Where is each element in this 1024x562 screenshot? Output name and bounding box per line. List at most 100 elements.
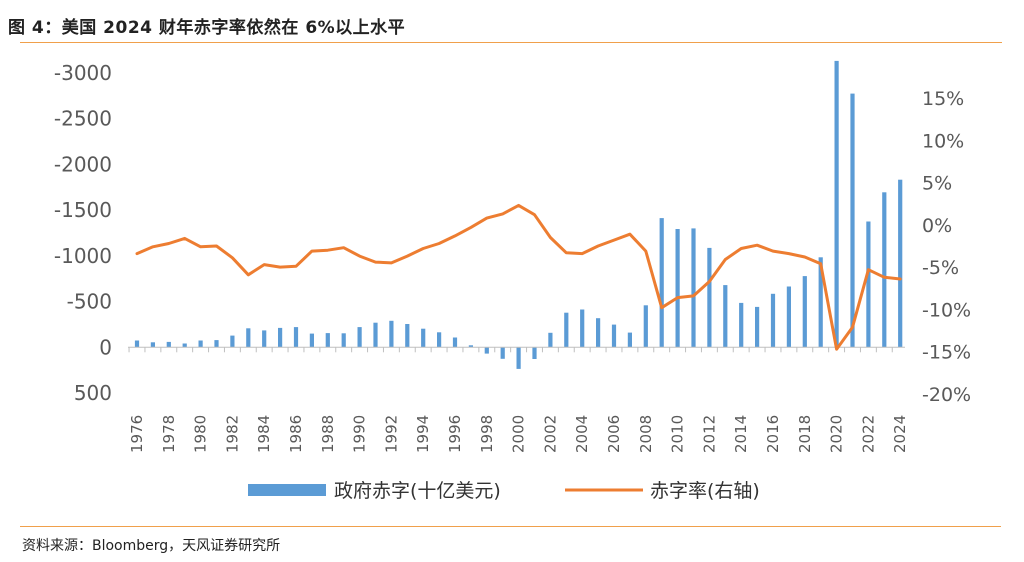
x-tick-label: 1992 [382,415,400,453]
deficit-bar [691,228,696,348]
x-tick-label: 2006 [605,415,623,453]
x-tick-label: 1994 [414,415,432,453]
deficit-bar [262,330,267,348]
deficit-bar [770,293,776,348]
deficit-bar [580,309,585,348]
deficit-bar [405,324,410,348]
x-tick-label: 1990 [351,415,369,453]
deficit-bar [500,347,505,359]
deficit-bar [198,340,203,348]
deficit-bar [755,306,760,348]
x-tick-label: 2010 [669,415,687,453]
deficit-bar [134,340,140,348]
legend-bar-label: 政府赤字(十亿美元) [334,480,501,502]
deficit-bar [293,327,299,348]
deficit-bar [421,328,426,348]
deficit-bar [325,333,330,348]
x-tick-label: 1982 [223,415,241,453]
right-tick-label: 0% [922,215,952,237]
x-tick-label: 1996 [446,415,464,453]
deficit-bar [707,247,712,348]
deficit-bar [739,302,744,348]
right-tick-label: -10% [922,299,971,321]
left-tick-label: 500 [74,381,112,405]
deficit-bar [818,257,823,348]
right-tick-label: 10% [922,130,964,152]
x-tick-label: 2008 [637,415,655,453]
legend-line-label: 赤字率(右轴) [650,480,760,502]
x-tick-label: 2016 [764,415,782,453]
deficit-bar [802,276,807,348]
deficit-bar [309,333,314,348]
x-tick-label: 2018 [796,415,814,453]
left-tick-label: -500 [67,290,112,314]
x-tick-label: 2000 [510,415,528,453]
x-tick-label: 1980 [192,415,210,453]
left-tick-label: -1500 [54,198,112,222]
deficit-bar [182,343,187,348]
x-tick-label: 2022 [859,415,877,453]
deficit-bar [516,347,521,369]
deficit-bar [675,229,680,348]
right-tick-label: -15% [922,342,971,364]
legend-bar-swatch [248,484,326,496]
bottom-divider [20,526,1001,527]
deficit-bar [389,320,394,348]
x-tick-label: 2020 [828,415,846,453]
deficit-bar [452,337,458,348]
deficit-bar [214,340,219,348]
x-tick-label: 1988 [319,415,337,453]
deficit-bar [898,179,903,348]
deficit-bar [596,318,601,348]
x-tick-label: 2014 [732,415,750,453]
right-tick-label: 15% [922,88,964,110]
x-tick-label: 1984 [255,415,273,453]
deficit-bar [866,221,871,348]
x-tick-label: 1998 [478,415,496,453]
deficit-bar [659,218,664,348]
deficit-bar [882,192,887,348]
line-series [135,203,902,351]
deficit-bar [786,286,791,348]
left-tick-label: 0 [99,335,112,359]
deficit-bar [611,324,617,348]
deficit-bar [627,332,632,348]
deficit-bar [548,332,553,348]
source-note: 资料来源：Bloomberg，天风证券研究所 [22,538,281,554]
left-tick-label: -2000 [54,152,112,176]
x-tick-label: 1976 [128,415,146,453]
deficit-bar [532,347,537,359]
deficit-bar [150,342,155,348]
bar-series [134,60,903,369]
x-tick-label: 2024 [891,415,909,453]
x-axis: 1976 1978 1980 1982 1984 1986 1988 1990 1992 1994… [128,347,909,453]
deficit-bar [230,335,235,348]
deficit-bar [357,327,362,348]
right-tick-label: -20% [922,384,971,406]
left-tick-label: -1000 [54,244,112,268]
deficit-bar [246,328,251,348]
x-tick-label: 2012 [700,415,718,453]
deficit-bar [723,285,728,348]
right-tick-label: 5% [922,173,952,195]
deficit-bar [850,93,855,348]
left-tick-label: -2500 [54,107,112,131]
top-divider [20,42,1001,43]
deficit-bar [278,327,283,348]
x-tick-label: 2004 [573,415,591,453]
left-axis: -3000 -2500 -2000 -1500 -1000 -500 0 500 [54,61,112,405]
deficit-bar [564,312,569,348]
deficit-bar [643,305,648,348]
right-axis: 15% 10% 5% 0% -5% -10% -15% -20% [922,88,971,406]
deficit-bar [468,345,473,348]
left-tick-label: -3000 [54,61,112,85]
deficit-bar [341,333,346,348]
x-tick-label: 1978 [160,415,178,453]
deficit-bar [484,347,489,354]
x-tick-label: 2002 [541,415,559,453]
deficit-bar [166,341,171,348]
right-tick-label: -5% [922,257,959,279]
deficit-bar [834,60,839,348]
top-divider-tick [988,42,1002,43]
